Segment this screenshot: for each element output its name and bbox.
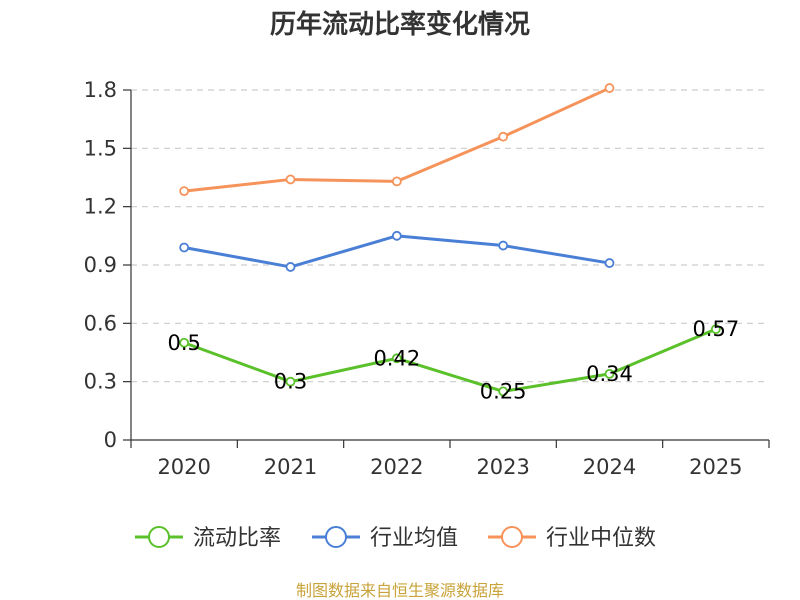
data-point: [285, 376, 296, 387]
legend-item-2[interactable]: 行业中位数: [488, 526, 656, 551]
y-tick-label: 0.6: [84, 311, 117, 335]
data-point: [179, 337, 190, 348]
series-lines: [179, 83, 721, 397]
data-point: [391, 230, 402, 241]
data-point: [391, 353, 402, 364]
data-point: [498, 240, 509, 251]
chart-title: 历年流动比率变化情况: [270, 9, 530, 40]
legend-marker: [148, 526, 170, 548]
legend-item-1[interactable]: 行业均值: [312, 526, 458, 551]
y-tick-label: 0.3: [84, 370, 117, 394]
data-label: 0.34: [586, 362, 633, 386]
data-point: [285, 174, 296, 185]
x-tick-label: 2022: [370, 455, 423, 479]
data-point: [285, 262, 296, 272]
data-point: [604, 368, 615, 379]
source-note: 制图数据来自恒生聚源数据库: [296, 581, 504, 600]
legend-marker: [325, 526, 347, 548]
grid-lines: [131, 89, 769, 383]
data-point: [391, 176, 402, 187]
data-point: [604, 258, 615, 268]
data-point: [604, 83, 615, 93]
legend-label: 流动比率: [193, 526, 281, 551]
data-point: [179, 242, 190, 253]
data-point: [710, 324, 721, 335]
data-label: 0.3: [274, 370, 307, 394]
y-tick-label: 1.2: [84, 195, 117, 219]
axes: 0 0.3 0.6 0.9 1.2 1.5 1.8 2020 2021 2022 2023 2024 2…: [84, 78, 770, 479]
x-tick-label: 2025: [689, 455, 742, 479]
legend-item-0[interactable]: 流动比率: [135, 526, 281, 551]
data-label: 0.57: [692, 317, 739, 341]
y-tick-label: 0: [104, 428, 117, 452]
x-tick-label: 2021: [264, 455, 317, 479]
series-line-0: [183, 327, 717, 393]
x-tick-label: 2023: [476, 455, 529, 479]
legend[interactable]: 流动比率 行业均值 行业中位数: [135, 526, 656, 551]
x-tick-label: 2020: [157, 455, 210, 479]
data-labels: 0.5 0.3 0.42 0.25 0.34 0.57: [167, 317, 739, 403]
y-tick-label: 0.9: [84, 253, 117, 277]
series-line-2: [184, 86, 611, 193]
data-point: [179, 186, 190, 197]
y-tick-label: 1.8: [84, 78, 117, 102]
data-point: [498, 131, 509, 142]
data-label: 0.25: [480, 379, 527, 403]
data-label: 0.42: [373, 346, 420, 370]
data-point: [498, 386, 509, 397]
data-label: 0.5: [167, 331, 200, 355]
x-tick-label: 2024: [583, 455, 636, 479]
legend-label: 行业均值: [370, 526, 458, 551]
legend-marker: [501, 526, 523, 548]
y-tick-label: 1.5: [84, 136, 117, 160]
legend-label: 行业中位数: [546, 526, 656, 551]
